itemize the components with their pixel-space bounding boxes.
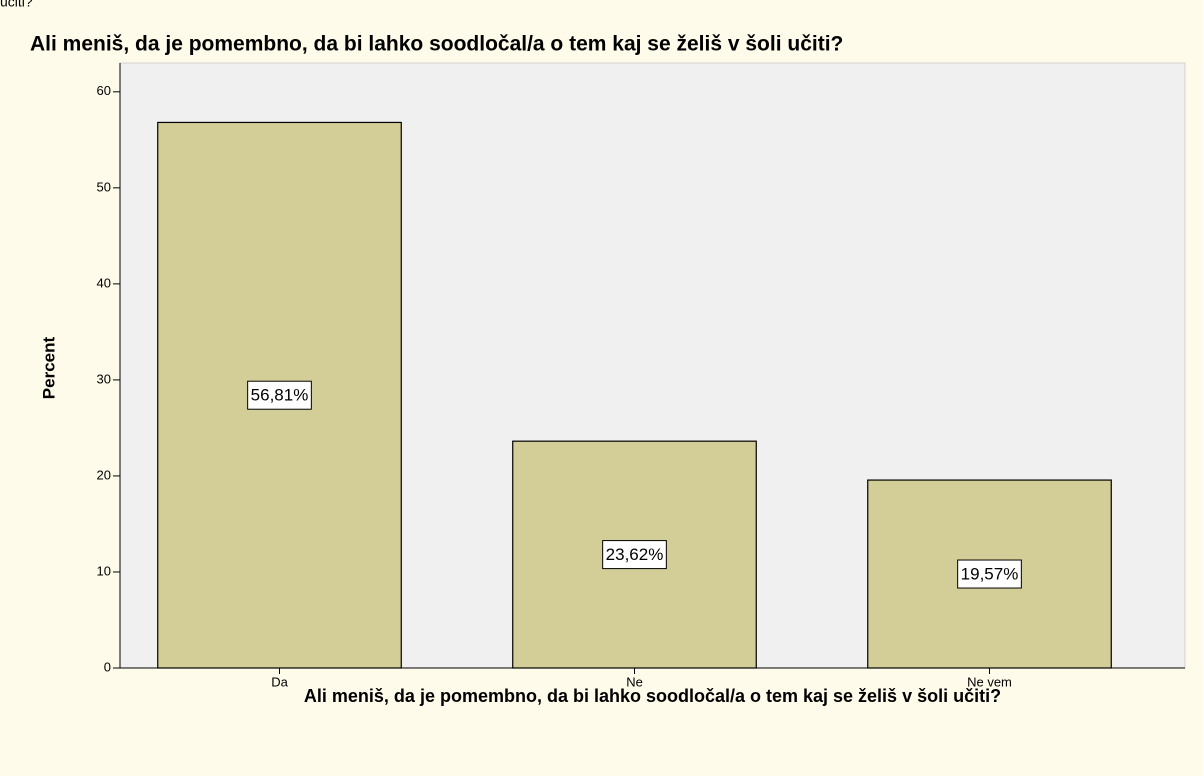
y-tick-label: 50 [97, 179, 111, 194]
caption: učiti? [0, 0, 33, 10]
y-tick-label: 10 [97, 563, 111, 578]
value-label-box [247, 380, 312, 410]
value-label: 19,57% [961, 565, 1019, 584]
x-axis-label: Ali meniš, da je pomembno, da bi lahko s… [303, 686, 1002, 706]
chart-title: Ali meniš, da je pomembno, da bi lahko s… [30, 33, 843, 56]
y-tick-label: 60 [97, 83, 111, 98]
value-label: 56,81% [251, 386, 309, 405]
y-tick-label: 20 [97, 467, 111, 482]
x-tick-label: Ne [626, 674, 643, 689]
y-tick-label: 40 [97, 275, 111, 290]
x-tick-label: Ne vem [967, 674, 1012, 689]
y-axis-label: Percent [39, 336, 58, 399]
x-tick-label: Da [271, 674, 288, 689]
value-label-box [957, 559, 1022, 589]
y-tick-label: 0 [104, 659, 111, 674]
value-label-box [602, 540, 667, 570]
y-tick-label: 30 [97, 371, 111, 386]
value-label: 23,62% [606, 545, 664, 564]
